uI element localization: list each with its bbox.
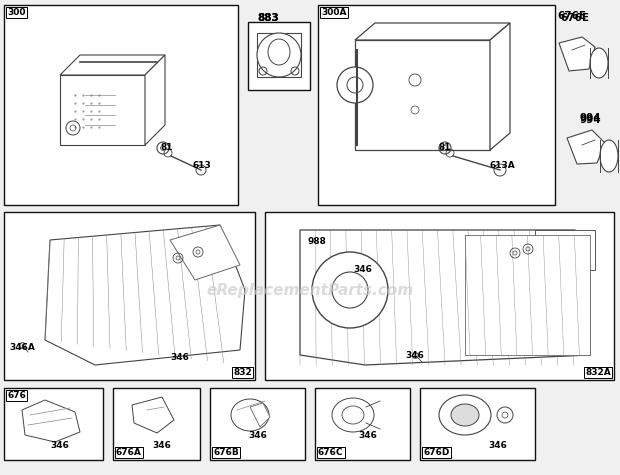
Text: 346: 346 [353, 266, 373, 275]
Text: 346: 346 [358, 430, 378, 439]
Polygon shape [145, 55, 165, 145]
Text: 832A: 832A [585, 368, 611, 377]
Text: 676E: 676E [557, 11, 587, 21]
Polygon shape [250, 403, 270, 427]
Circle shape [337, 67, 373, 103]
Bar [113, 388, 200, 460]
Text: 613: 613 [193, 161, 211, 170]
Text: 300A: 300A [321, 8, 347, 17]
Polygon shape [60, 75, 145, 145]
Text: 676A: 676A [116, 448, 142, 457]
Ellipse shape [590, 48, 608, 78]
Bar [420, 388, 535, 460]
Bar [4, 5, 238, 205]
Polygon shape [465, 235, 590, 355]
Text: 300: 300 [7, 8, 25, 17]
Text: 346: 346 [51, 440, 69, 449]
Ellipse shape [451, 404, 479, 426]
Text: 613A: 613A [489, 161, 515, 170]
Text: 676B: 676B [213, 448, 239, 457]
Text: 994: 994 [579, 113, 601, 123]
Ellipse shape [231, 399, 269, 431]
Text: 988: 988 [308, 238, 327, 247]
Circle shape [497, 407, 513, 423]
Bar [4, 388, 103, 460]
Circle shape [332, 272, 368, 308]
Text: 81: 81 [439, 143, 451, 152]
Ellipse shape [332, 398, 374, 432]
Text: 832: 832 [233, 368, 252, 377]
Ellipse shape [342, 406, 364, 424]
Polygon shape [490, 23, 510, 150]
Text: 676C: 676C [318, 448, 343, 457]
Text: 346: 346 [405, 351, 425, 360]
Circle shape [161, 145, 166, 151]
Circle shape [312, 252, 388, 328]
Text: 81: 81 [161, 143, 173, 152]
Polygon shape [355, 40, 490, 150]
Bar [315, 388, 410, 460]
Polygon shape [567, 130, 605, 164]
Bar [318, 5, 555, 205]
Polygon shape [45, 225, 245, 365]
Text: 994: 994 [579, 115, 601, 125]
Bar [248, 22, 310, 90]
Polygon shape [257, 33, 301, 77]
Text: eReplacementParts.com: eReplacementParts.com [206, 283, 414, 297]
Text: 346: 346 [489, 440, 507, 449]
Ellipse shape [439, 395, 491, 435]
Text: 883: 883 [257, 13, 279, 23]
Bar [265, 212, 614, 380]
Text: 346: 346 [170, 353, 190, 362]
Polygon shape [355, 23, 510, 40]
Polygon shape [22, 400, 80, 442]
Ellipse shape [268, 39, 290, 65]
Polygon shape [60, 55, 165, 75]
Bar [210, 388, 305, 460]
Ellipse shape [600, 140, 618, 172]
Text: 676: 676 [7, 391, 26, 400]
Ellipse shape [257, 33, 301, 77]
Text: 883: 883 [257, 13, 279, 23]
Circle shape [443, 145, 448, 151]
Text: 346: 346 [249, 430, 267, 439]
Text: 676E: 676E [560, 13, 590, 23]
Polygon shape [535, 230, 595, 270]
Polygon shape [170, 225, 240, 280]
Circle shape [347, 77, 363, 93]
Text: 346A: 346A [9, 343, 35, 352]
Polygon shape [559, 37, 595, 71]
Bar [4, 212, 255, 380]
Text: 346: 346 [153, 440, 172, 449]
Text: 676D: 676D [423, 448, 450, 457]
Polygon shape [132, 397, 174, 433]
Polygon shape [300, 230, 590, 365]
